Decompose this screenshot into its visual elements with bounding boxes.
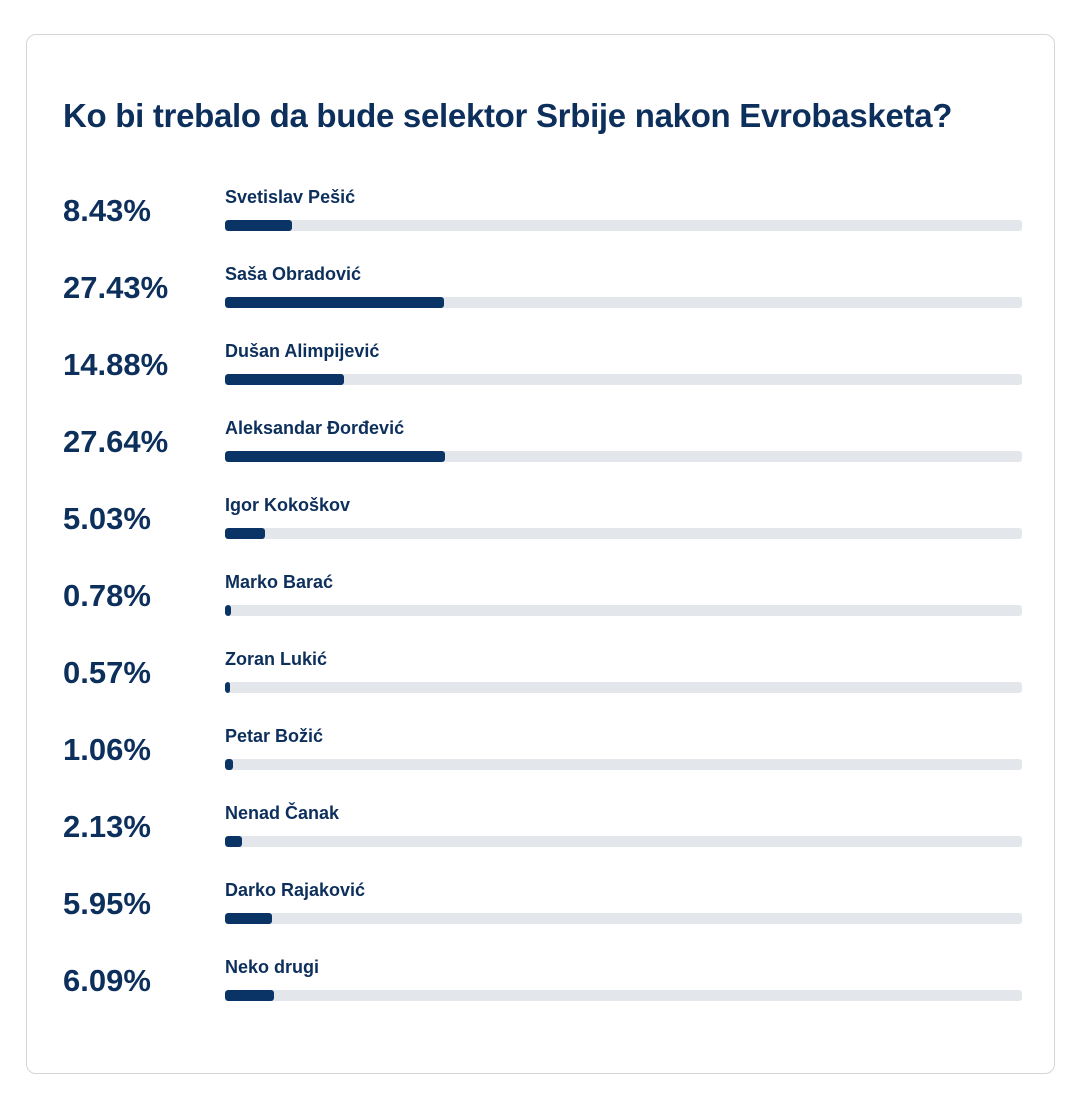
candidate-name: Neko drugi bbox=[225, 957, 320, 977]
candidate-name: Svetislav Pešić bbox=[225, 187, 356, 207]
bar-fill bbox=[225, 297, 444, 308]
poll-results-list: 8.43% Svetislav Pešić 27.43% Saša Obradović… bbox=[63, 183, 1023, 1030]
candidate-name: Zoran Lukić bbox=[225, 649, 328, 669]
bar-track bbox=[225, 836, 1022, 847]
percent-label: 2.13% bbox=[63, 809, 151, 844]
bar-fill bbox=[225, 759, 234, 770]
bar-fill bbox=[225, 990, 274, 1001]
bar-track bbox=[225, 220, 1022, 231]
bar-fill bbox=[225, 682, 230, 693]
poll-option-row: 27.43% Saša Obradović bbox=[63, 260, 1023, 337]
bar-track bbox=[225, 605, 1022, 616]
candidate-name: Saša Obradović bbox=[225, 264, 362, 284]
bar-fill bbox=[225, 451, 446, 462]
percent-label: 14.88% bbox=[63, 347, 169, 382]
bar-track bbox=[225, 759, 1022, 770]
poll-card: Ko bi trebalo da bude selektor Srbije na… bbox=[26, 34, 1055, 1074]
bar-fill bbox=[225, 836, 242, 847]
poll-option-row: 5.95% Darko Rajaković bbox=[63, 876, 1023, 953]
poll-option-row: 27.64% Aleksandar Đorđević bbox=[63, 414, 1023, 491]
poll-option-row: 5.03% Igor Kokoškov bbox=[63, 491, 1023, 568]
bar-fill bbox=[225, 374, 344, 385]
percent-label: 27.43% bbox=[63, 270, 169, 305]
bar-fill bbox=[225, 220, 293, 231]
percent-label: 6.09% bbox=[63, 963, 151, 998]
poll-option-row: 0.78% Marko Barać bbox=[63, 568, 1023, 645]
candidate-name: Aleksandar Đorđević bbox=[225, 418, 405, 438]
bar-fill bbox=[225, 605, 232, 616]
poll-option-row: 6.09% Neko drugi bbox=[63, 953, 1023, 1030]
poll-option-row: 1.06% Petar Božić bbox=[63, 722, 1023, 799]
poll-option-row: 2.13% Nenad Čanak bbox=[63, 799, 1023, 876]
poll-title: Ko bi trebalo da bude selektor Srbije na… bbox=[63, 97, 953, 134]
percent-label: 0.57% bbox=[63, 655, 151, 690]
candidate-name: Darko Rajaković bbox=[225, 880, 366, 900]
percent-label: 0.78% bbox=[63, 578, 151, 613]
poll-option-row: 14.88% Dušan Alimpijević bbox=[63, 337, 1023, 414]
bar-track bbox=[225, 913, 1022, 924]
candidate-name: Igor Kokoškov bbox=[225, 495, 351, 515]
bar-track bbox=[225, 990, 1022, 1001]
percent-label: 1.06% bbox=[63, 732, 151, 767]
bar-track bbox=[225, 374, 1022, 385]
bar-fill bbox=[225, 913, 273, 924]
bar-track bbox=[225, 682, 1022, 693]
percent-label: 5.03% bbox=[63, 501, 151, 536]
bar-fill bbox=[225, 528, 266, 539]
poll-option-row: 0.57% Zoran Lukić bbox=[63, 645, 1023, 722]
bar-track bbox=[225, 451, 1022, 462]
candidate-name: Dušan Alimpijević bbox=[225, 341, 380, 361]
poll-option-row: 8.43% Svetislav Pešić bbox=[63, 183, 1023, 260]
candidate-name: Nenad Čanak bbox=[225, 803, 340, 823]
percent-label: 5.95% bbox=[63, 886, 151, 921]
percent-label: 27.64% bbox=[63, 424, 169, 459]
candidate-name: Petar Božić bbox=[225, 726, 324, 746]
percent-label: 8.43% bbox=[63, 193, 151, 228]
candidate-name: Marko Barać bbox=[225, 572, 334, 592]
bar-track bbox=[225, 297, 1022, 308]
bar-track bbox=[225, 528, 1022, 539]
